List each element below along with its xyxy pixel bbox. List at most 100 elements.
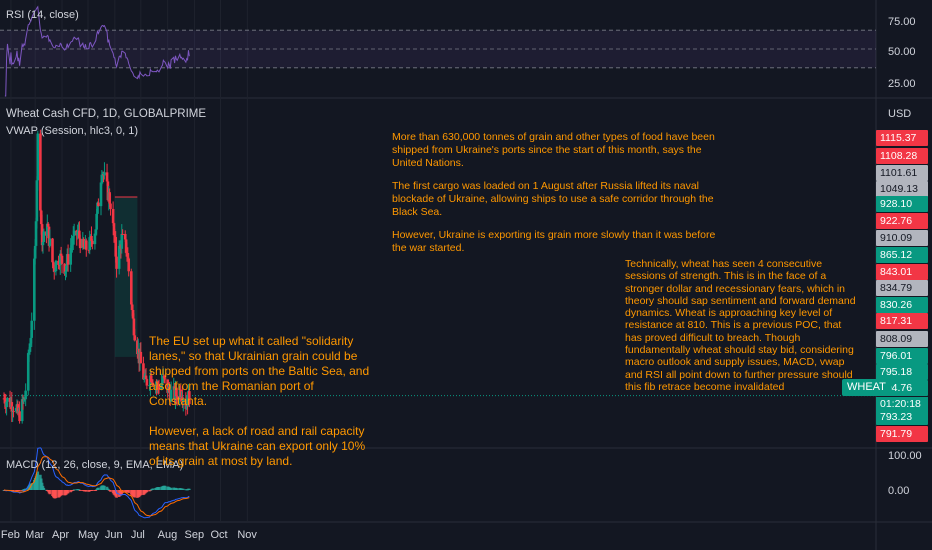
price-tag: 796.01 bbox=[876, 348, 928, 364]
candle-body bbox=[6, 397, 9, 402]
macd-histogram-bar bbox=[84, 490, 88, 492]
candle-body bbox=[142, 363, 145, 380]
candle-body bbox=[112, 223, 116, 236]
candle-body bbox=[20, 399, 24, 422]
candle-body bbox=[40, 224, 44, 246]
candle-body bbox=[71, 235, 75, 245]
candle-body bbox=[185, 403, 189, 409]
macd-histogram-bar bbox=[181, 488, 185, 490]
annotation-left-2: However, a lack of road and rail capacit… bbox=[149, 424, 366, 468]
macd-histogram-bar bbox=[42, 487, 46, 490]
candle-body bbox=[65, 265, 68, 272]
candle-body bbox=[33, 258, 36, 321]
x-tick-label: Jul bbox=[130, 529, 145, 541]
x-tick-label: Aug bbox=[157, 529, 178, 541]
macd-histogram-bar bbox=[133, 490, 137, 498]
candle-body bbox=[157, 386, 161, 390]
candle-body bbox=[108, 192, 111, 204]
candle-body bbox=[175, 388, 178, 397]
candle-body bbox=[105, 172, 109, 182]
candle-body bbox=[90, 235, 93, 241]
signal-line bbox=[3, 456, 190, 517]
rsi-label: RSI (14, close) bbox=[6, 9, 79, 21]
candle-body bbox=[123, 233, 127, 240]
macd-histogram-bar bbox=[175, 488, 179, 490]
price-tag: 830.26 bbox=[876, 297, 928, 313]
price-tag: 795.18 bbox=[876, 364, 928, 380]
candle-body bbox=[70, 245, 73, 248]
candle-body bbox=[78, 238, 82, 249]
candle-body bbox=[78, 230, 81, 239]
candle-body bbox=[63, 263, 66, 274]
macd-histogram-bar bbox=[115, 490, 118, 498]
candle-body bbox=[117, 245, 121, 269]
candle-body bbox=[30, 320, 34, 338]
candle-body bbox=[34, 221, 38, 246]
macd-histogram-bar bbox=[48, 490, 52, 495]
rsi-line bbox=[4, 5, 190, 97]
candle-body bbox=[14, 408, 18, 412]
candle-body bbox=[52, 262, 55, 269]
candle-body bbox=[163, 378, 167, 380]
candle-body bbox=[139, 351, 143, 364]
candle-body bbox=[46, 223, 49, 236]
candle-body bbox=[47, 226, 51, 246]
candle-body bbox=[149, 375, 153, 382]
macd-histogram-bar bbox=[94, 490, 98, 491]
candle-body bbox=[22, 398, 26, 402]
candle-body bbox=[53, 271, 57, 273]
price-tag: 1101.61 bbox=[876, 165, 928, 181]
candle-body bbox=[66, 254, 70, 265]
macd-histogram-bar bbox=[30, 483, 34, 490]
candle-body bbox=[145, 379, 149, 386]
candle-body bbox=[58, 264, 61, 266]
candle-body bbox=[169, 389, 173, 402]
annotation-top-1: More than 630,000 tonnes of grain and ot… bbox=[392, 131, 715, 169]
candle-body bbox=[18, 411, 21, 422]
candle-body bbox=[58, 253, 62, 265]
candle-body bbox=[95, 213, 98, 230]
candle-body bbox=[109, 203, 112, 209]
candle-body bbox=[100, 175, 104, 183]
candle-body bbox=[24, 390, 27, 400]
candle-body bbox=[97, 202, 100, 207]
candle-body bbox=[162, 375, 166, 379]
macd-histogram-bar bbox=[106, 488, 110, 490]
candle-body bbox=[10, 402, 14, 412]
vwap-label: VWAP (Session, hlc3, 0, 1) bbox=[6, 125, 139, 137]
candle-body bbox=[148, 385, 151, 387]
price-tag: 808.09 bbox=[876, 331, 928, 347]
candle-body bbox=[120, 233, 124, 249]
macd-histogram-bar bbox=[78, 490, 82, 491]
candle-body bbox=[179, 389, 182, 398]
candle-body bbox=[48, 238, 52, 246]
candle-body bbox=[168, 386, 171, 393]
candle-body bbox=[181, 399, 185, 402]
chart-title: Wheat Cash CFD, 1D, GLOBALPRIME bbox=[6, 108, 207, 120]
symbol-tag[interactable]: WHEAT bbox=[842, 379, 891, 396]
macd-line bbox=[3, 447, 190, 519]
candle-body bbox=[96, 202, 99, 214]
candle-body bbox=[150, 381, 154, 383]
candle-body bbox=[130, 304, 134, 310]
annotation-top: More than 630,000 tonnes of grain and ot… bbox=[392, 131, 722, 265]
candle-body bbox=[144, 375, 148, 380]
price-tag: 834.79 bbox=[876, 280, 928, 296]
candle-body bbox=[42, 231, 46, 242]
macd-histogram-bar bbox=[163, 485, 167, 490]
candle-body bbox=[99, 182, 103, 207]
candle-body bbox=[188, 391, 191, 404]
candle-body bbox=[12, 411, 15, 413]
candle-body bbox=[103, 172, 106, 176]
candle-body bbox=[93, 233, 97, 245]
candle-body bbox=[151, 382, 155, 385]
macd-label: MACD (12, 26, close, 9, EMA, EMA) bbox=[6, 459, 184, 471]
candle-body bbox=[127, 258, 131, 272]
price-tag: 793.23 bbox=[876, 409, 928, 425]
candle-body bbox=[54, 260, 58, 272]
annotation-left: The EU set up what it called "solidarity… bbox=[149, 334, 375, 479]
x-tick-label: Oct bbox=[210, 529, 228, 541]
candle-body bbox=[39, 210, 43, 225]
macd-histogram-bar bbox=[139, 490, 143, 496]
